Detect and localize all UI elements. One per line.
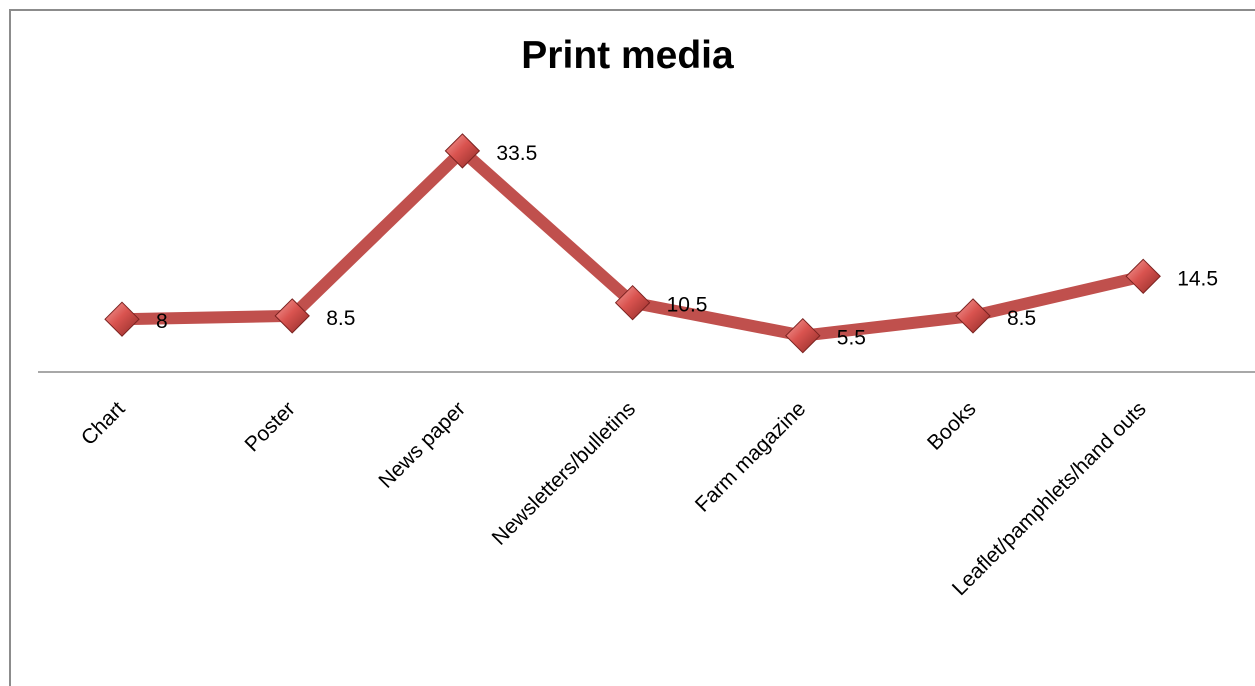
data-label: 8.5: [326, 307, 355, 330]
data-point-marker: [1125, 258, 1161, 295]
x-tick-label: News paper: [374, 397, 470, 493]
x-tick-label: Leaflet/pamphlets/hand outs: [948, 397, 1151, 600]
data-point-marker: [614, 284, 651, 321]
data-label: 8: [156, 310, 168, 333]
chart-frame: [9, 9, 1255, 686]
data-label: 10.5: [667, 294, 708, 317]
data-label: 5.5: [837, 327, 866, 350]
data-point-marker: [785, 317, 821, 354]
chart-title: Print media: [521, 34, 734, 77]
x-tick-label: Farm magazine: [691, 397, 810, 516]
data-point-marker: [955, 298, 991, 334]
data-point-marker: [274, 298, 310, 334]
data-label: 14.5: [1177, 267, 1218, 290]
x-tick-label: Newsletters/bulletins: [488, 397, 640, 549]
x-tick-label: Chart: [77, 397, 130, 450]
data-point-marker: [444, 133, 481, 169]
x-tick-label: Books: [923, 397, 981, 455]
data-label: 8.5: [1007, 307, 1036, 330]
data-point-marker: [104, 301, 140, 337]
x-tick-label: Poster: [241, 397, 300, 456]
data-label: 33.5: [496, 142, 537, 165]
